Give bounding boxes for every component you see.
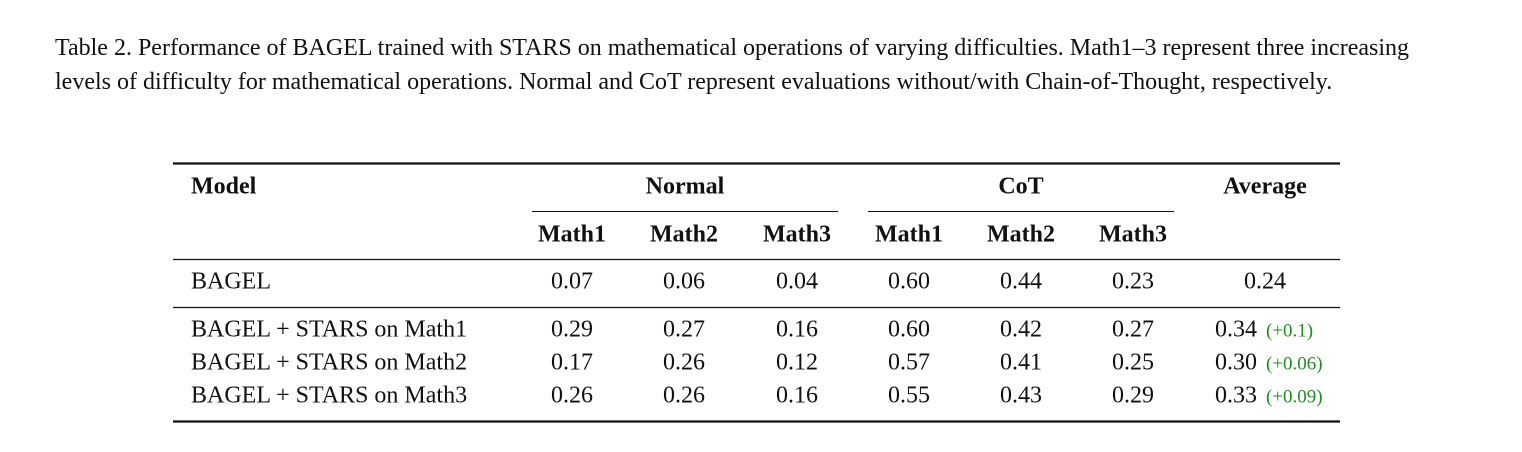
cell: 0.60 — [888, 269, 930, 295]
cell: 0.29 — [551, 317, 593, 343]
average-cell: 0.24 — [1244, 269, 1286, 295]
cell: 0.26 — [551, 383, 593, 409]
table-caption: Table 2. Performance of BAGEL trained wi… — [55, 35, 1410, 95]
average-cell: 0.33 — [1215, 383, 1257, 409]
average-cell: 0.34 — [1215, 317, 1257, 343]
header-subcolumn: Math3 — [1099, 222, 1167, 248]
cell: 0.12 — [776, 350, 818, 376]
cell: 0.16 — [776, 317, 818, 343]
cell: 0.44 — [1000, 269, 1042, 295]
cell: 0.25 — [1112, 350, 1154, 376]
cell: 0.55 — [888, 383, 930, 409]
row-model: BAGEL + STARS on Math3 — [191, 383, 467, 409]
header-group: Normal — [646, 174, 725, 200]
cell: 0.60 — [888, 317, 930, 343]
cell: 0.29 — [1112, 383, 1154, 409]
cell: 0.23 — [1112, 269, 1154, 295]
cell: 0.16 — [776, 383, 818, 409]
cell: 0.27 — [663, 317, 705, 343]
cell: 0.42 — [1000, 317, 1042, 343]
cell: 0.27 — [1112, 317, 1154, 343]
cell: 0.17 — [551, 350, 593, 376]
header-subcolumn: Math3 — [763, 222, 831, 248]
average-delta: (+0.06) — [1266, 353, 1323, 374]
header-subcolumn: Math2 — [987, 222, 1055, 248]
cell: 0.57 — [888, 350, 930, 376]
header-model: Model — [191, 174, 257, 200]
row-model: BAGEL — [191, 269, 271, 295]
header-average: Average — [1223, 174, 1307, 200]
header-subcolumn: Math2 — [650, 222, 718, 248]
cell: 0.07 — [551, 269, 593, 295]
row-model: BAGEL + STARS on Math2 — [191, 350, 467, 376]
cell: 0.04 — [776, 269, 818, 295]
average-delta: (+0.1) — [1266, 320, 1313, 341]
row-model: BAGEL + STARS on Math1 — [191, 317, 467, 343]
header-subcolumn: Math1 — [538, 222, 606, 248]
cell: 0.43 — [1000, 383, 1042, 409]
average-cell: 0.30 — [1215, 350, 1257, 376]
header-group: CoT — [998, 174, 1043, 200]
cell: 0.26 — [663, 383, 705, 409]
average-delta: (+0.09) — [1266, 386, 1323, 407]
cell: 0.26 — [663, 350, 705, 376]
cell: 0.06 — [663, 269, 705, 295]
header-subcolumn: Math1 — [875, 222, 943, 248]
cell: 0.41 — [1000, 350, 1042, 376]
